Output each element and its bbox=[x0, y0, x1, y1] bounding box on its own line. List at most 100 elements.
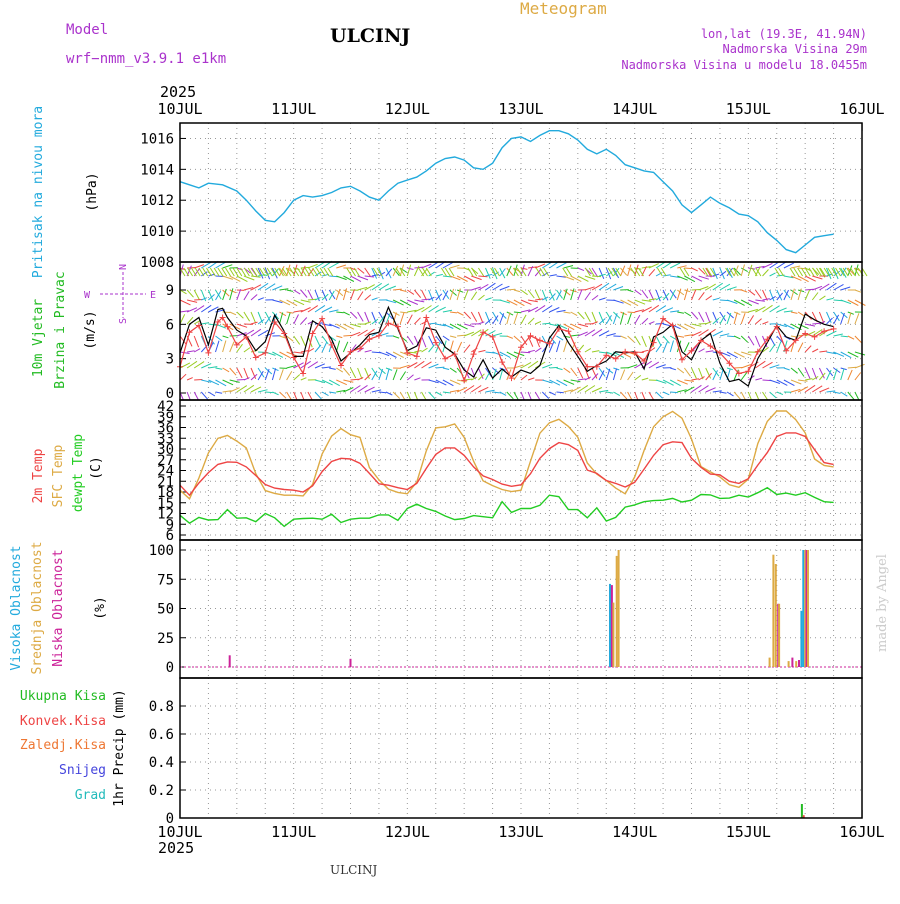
time-label-bottom: 16JUL bbox=[839, 823, 884, 841]
precip-snow-label: Snijeg bbox=[59, 763, 106, 778]
wind-vector bbox=[194, 380, 202, 381]
panel-precip: 0 0.2 0.4 0.6 0.8 bbox=[149, 678, 862, 827]
compass-e: E bbox=[150, 290, 156, 301]
wind-ylabel-sub: Brzina i Pravac bbox=[53, 271, 68, 388]
precip-frozen-label: Zaledj.Kisa bbox=[20, 738, 106, 753]
wind-vector bbox=[379, 392, 386, 393]
cloud-bar-mid bbox=[795, 661, 797, 667]
time-label-bottom: 11JUL bbox=[271, 823, 316, 841]
cloud-ytick-label: 50 bbox=[157, 602, 174, 618]
time-label-top: 16JUL bbox=[839, 100, 884, 118]
precip-unit: 1hr Precip (mm) bbox=[112, 689, 127, 806]
cloud-bar-high bbox=[609, 584, 611, 667]
sfc-label: SFC Temp bbox=[51, 445, 66, 508]
wind-vector bbox=[308, 299, 316, 300]
cloud-ytick-label: 0 bbox=[166, 660, 174, 676]
time-label-top: 15JUL bbox=[726, 100, 771, 118]
time-label-bottom: 12JUL bbox=[385, 823, 430, 841]
t2m-label: 2m Temp bbox=[31, 448, 46, 503]
cloud-bar-low bbox=[350, 659, 352, 667]
year-top: 2025 bbox=[160, 83, 196, 101]
precip-bar-total bbox=[801, 804, 803, 818]
pressure-ytick-label: 1016 bbox=[140, 131, 174, 147]
wind-vector bbox=[223, 312, 231, 313]
cloud-bar-mid bbox=[778, 604, 780, 667]
station-title: ULCINJ bbox=[330, 25, 410, 47]
cloud-unit: (%) bbox=[93, 596, 108, 619]
watermark: made by Angel bbox=[875, 554, 890, 652]
precip-conv-label: Konvek.Kisa bbox=[20, 714, 106, 729]
model-elevation-label: Nadmorska Visina u modelu 18.0455m bbox=[621, 58, 867, 72]
compass-s: S bbox=[118, 318, 129, 324]
time-label-bottom: 10JUL bbox=[157, 823, 202, 841]
precip-ytick-label: 0.4 bbox=[149, 755, 174, 771]
cloud-ytick-label: 100 bbox=[149, 543, 174, 559]
elevation-label: Nadmorska Visina 29m bbox=[723, 42, 868, 56]
wind-vector bbox=[265, 392, 272, 393]
time-label-bottom: 15JUL bbox=[726, 823, 771, 841]
pressure-unit: (hPa) bbox=[85, 172, 100, 211]
precip-ytick-label: 0 bbox=[166, 811, 174, 827]
pressure-ytick-label: 1008 bbox=[140, 255, 174, 271]
cloud-bar-mid bbox=[618, 550, 620, 667]
cloud-bar-high bbox=[802, 550, 804, 667]
wind-vector bbox=[628, 312, 635, 313]
pressure-ytick-label: 1014 bbox=[140, 162, 174, 178]
cloud-bar-mid bbox=[788, 661, 790, 667]
high-cloud-label: Visoka Oblacnost bbox=[9, 545, 24, 670]
precip-total-label: Ukupna Kisa bbox=[20, 689, 106, 704]
cloud-bar-low bbox=[229, 655, 231, 667]
precip-ytick-label: 0.6 bbox=[149, 727, 174, 743]
cloud-bar-low bbox=[798, 660, 800, 667]
wind-ylabel: 10m Vjetar bbox=[31, 299, 46, 377]
wind-vector bbox=[542, 323, 550, 324]
wind-vector bbox=[557, 392, 564, 393]
wind-ytick-label: 6 bbox=[166, 317, 174, 333]
pressure-ytick-label: 1012 bbox=[140, 193, 174, 209]
wind-ytick-label: 9 bbox=[166, 283, 174, 299]
precip-hail-label: Grad bbox=[75, 788, 106, 803]
compass-w: W bbox=[84, 290, 91, 301]
cloud-bar-high bbox=[800, 611, 802, 667]
panels: 1008 1010 1012 1014 1016 0 3 6 9 6912151821242730… bbox=[140, 123, 867, 827]
cloud-bar-mid bbox=[807, 550, 809, 667]
cloud-bar-mid bbox=[612, 603, 614, 667]
dewpt-label: dewpt Temp bbox=[71, 434, 86, 512]
panel-pressure: 1008 1010 1012 1014 1016 bbox=[140, 123, 862, 271]
time-label-bottom: 14JUL bbox=[612, 823, 657, 841]
year-bottom: 2025 bbox=[158, 839, 194, 857]
cloud-bar-mid bbox=[616, 556, 618, 667]
footer-station: ULCINJ bbox=[330, 863, 378, 877]
cloud-bar-mid bbox=[769, 658, 771, 667]
wind-vector bbox=[656, 324, 664, 325]
wind-ytick-label: 3 bbox=[166, 352, 174, 368]
wind-vector bbox=[351, 379, 359, 380]
cloud-bar-low bbox=[791, 658, 793, 667]
mid-cloud-label: Srednja Oblacnost bbox=[30, 541, 45, 674]
wind-vector bbox=[684, 268, 691, 269]
temp-ytick-label: 42 bbox=[157, 399, 174, 415]
time-label-top: 14JUL bbox=[612, 100, 657, 118]
cloud-ytick-label: 75 bbox=[157, 572, 174, 588]
time-label-top: 11JUL bbox=[271, 100, 316, 118]
wind-vector bbox=[812, 323, 820, 324]
pressure-ylabel: Pritisak na nivou mora bbox=[31, 106, 46, 278]
time-label-top: 12JUL bbox=[385, 100, 430, 118]
wind-vector bbox=[727, 336, 735, 337]
cloud-bar-mid bbox=[775, 564, 777, 667]
model-label: Model bbox=[66, 22, 108, 38]
precip-ytick-label: 0.8 bbox=[149, 699, 174, 715]
low-cloud-label: Niska Oblacnost bbox=[51, 549, 66, 666]
temp-unit: (C) bbox=[89, 456, 104, 479]
pressure-ytick-label: 1010 bbox=[140, 224, 174, 240]
time-label-top: 13JUL bbox=[498, 100, 543, 118]
wind-vector bbox=[670, 392, 678, 393]
wind-unit: (m/s) bbox=[83, 310, 98, 349]
time-label-top: 10JUL bbox=[157, 100, 202, 118]
precip-ytick-label: 0.2 bbox=[149, 783, 174, 799]
wind-vector bbox=[336, 312, 343, 313]
